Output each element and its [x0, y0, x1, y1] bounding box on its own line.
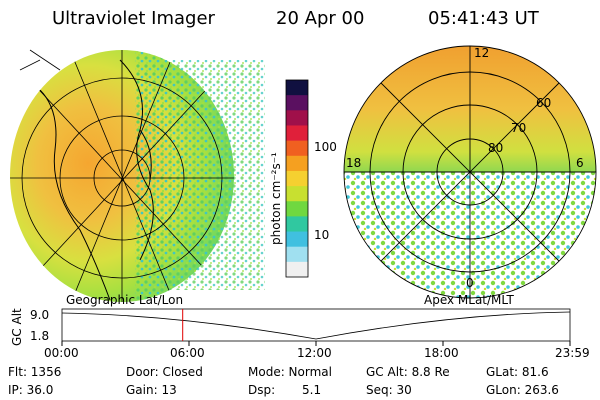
geographic-latitude: GLat: 81.6 — [486, 365, 549, 379]
xtick-1800: 18:00 — [424, 346, 459, 360]
colorbar-unit-label: photon cm⁻²s⁻¹ — [269, 152, 283, 245]
colorbar — [286, 80, 308, 278]
door-status: Door: Closed — [126, 365, 203, 379]
mlt-label-0: 0 — [466, 276, 474, 290]
flight-number: Flt: 1356 — [8, 365, 62, 379]
altitude-curve — [61, 311, 571, 340]
altitude-plot — [61, 308, 571, 346]
geographic-longitude: GLon: 263.6 — [486, 383, 559, 397]
colorbar-band — [286, 155, 308, 172]
colorbar-band — [286, 170, 308, 187]
time-label: 05:41:43 UT — [428, 8, 539, 29]
geographic-image — [10, 49, 265, 302]
colorbar-band — [286, 201, 308, 217]
polar-caption: Apex MLat/MLT — [424, 293, 514, 307]
polar-image — [343, 45, 597, 299]
mode-status: Mode: Normal — [248, 365, 332, 379]
mlat-label-60: 60 — [536, 96, 552, 110]
altitude-plot-frame — [61, 308, 571, 342]
colorbar-band — [286, 125, 308, 142]
colorbar-band — [286, 231, 308, 248]
colorbar-tick-10: 10 — [314, 228, 330, 242]
gc-altitude: GC Alt: 8.8 Re — [366, 365, 450, 379]
dsp-label: Dsp: — [248, 383, 276, 397]
mlat-label-80: 80 — [488, 141, 504, 155]
dsp-value: 5.1 — [302, 383, 322, 397]
gain-value: Gain: 13 — [126, 383, 177, 397]
xtick-0600: 06:00 — [170, 346, 205, 360]
altitude-ytick-bottom: 1.8 — [30, 329, 50, 343]
altitude-ylabel: GC Alt — [10, 308, 24, 346]
colorbar-band — [286, 216, 308, 233]
colorbar-band — [286, 261, 308, 278]
mlt-label-12: 12 — [474, 46, 490, 60]
altitude-ytick-top: 9.0 — [30, 308, 50, 322]
colorbar-band — [286, 80, 308, 96]
colorbar-band — [286, 186, 308, 202]
instrument-title: Ultraviolet Imager — [52, 8, 215, 29]
mlt-label-6: 6 — [576, 156, 584, 170]
xtick-2359: 23:59 — [555, 346, 590, 360]
mlt-label-18: 18 — [346, 156, 362, 170]
date-label: 20 Apr 00 — [276, 8, 365, 29]
colorbar-tick-100: 100 — [314, 140, 337, 154]
xtick-0000: 00:00 — [44, 346, 79, 360]
sequence-number: Seq: 30 — [366, 383, 412, 397]
xtick-1200: 12:00 — [297, 346, 332, 360]
colorbar-band — [286, 110, 308, 126]
colorbar-band — [286, 140, 308, 157]
colorbar-band — [286, 95, 308, 111]
colorbar-band — [286, 246, 308, 263]
geographic-caption: Geographic Lat/Lon — [66, 293, 184, 307]
ip-value: IP: 36.0 — [8, 383, 54, 397]
mlat-label-70: 70 — [511, 121, 527, 135]
